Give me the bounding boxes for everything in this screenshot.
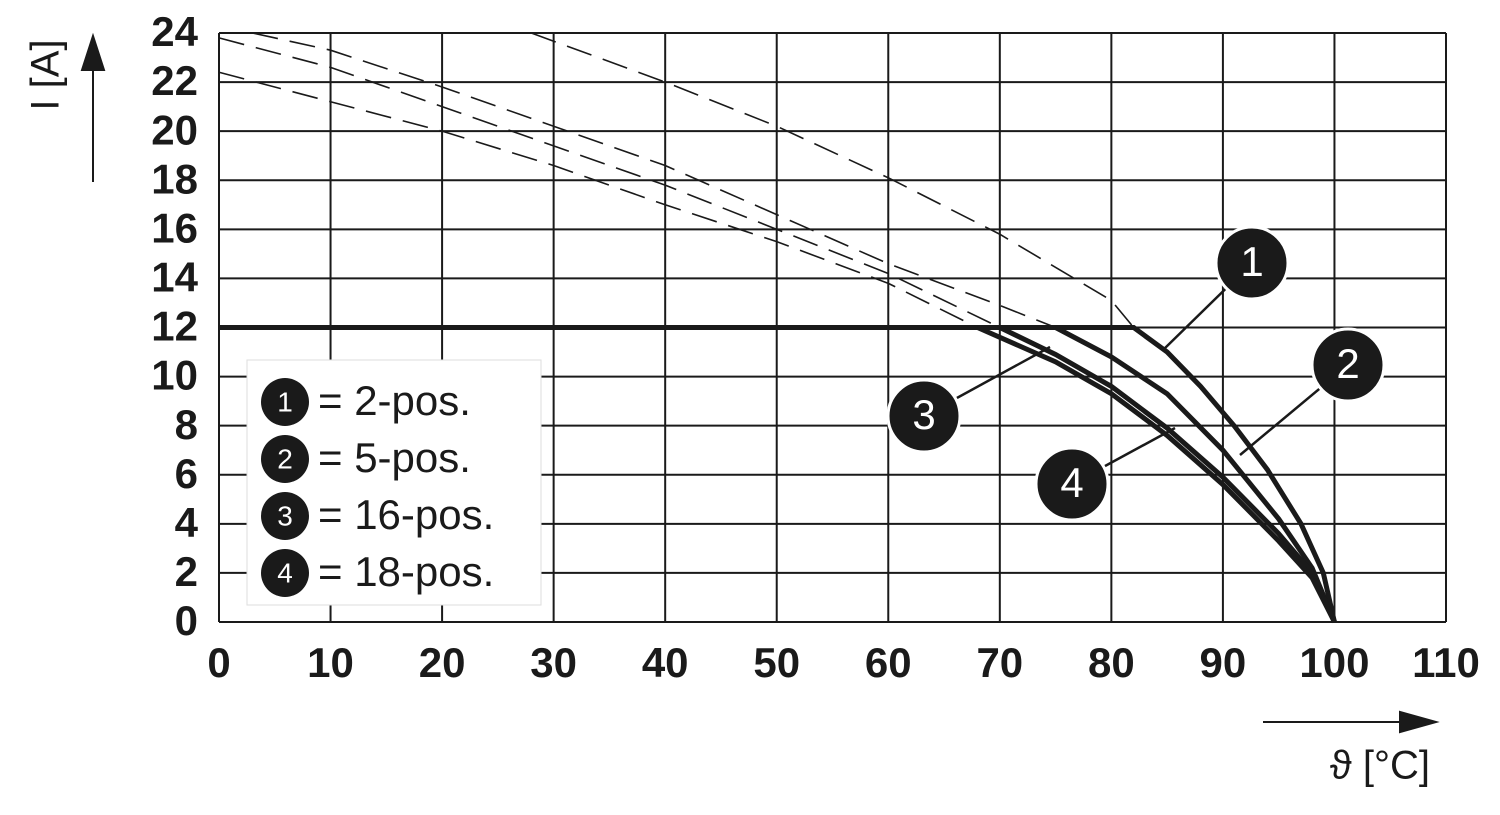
callout-label: 3 <box>912 391 935 438</box>
callout-label: 2 <box>1336 340 1359 387</box>
callout-circle <box>1214 225 1290 301</box>
x-axis-arrow <box>1263 710 1440 734</box>
x-tick-label: 70 <box>976 639 1023 686</box>
y-tick-label: 10 <box>151 352 198 399</box>
x-tick-label: 20 <box>419 639 466 686</box>
legend-marker <box>261 435 309 483</box>
callout-circle <box>1034 446 1110 522</box>
curve <box>219 325 1337 623</box>
x-tick-label: 90 <box>1200 639 1247 686</box>
legend-marker-label: 3 <box>277 500 293 531</box>
x-tick-label: 50 <box>753 639 800 686</box>
x-tick-label: 40 <box>642 639 689 686</box>
x-tick-label: 80 <box>1088 639 1135 686</box>
curve <box>976 325 1337 624</box>
y-tick-label: 14 <box>151 254 198 301</box>
y-tick-label: 12 <box>151 303 198 350</box>
y-tick-label: 18 <box>151 155 198 202</box>
legend-marker-label: 2 <box>277 443 293 474</box>
curve <box>1054 325 1337 623</box>
x-tick-label: 100 <box>1299 639 1369 686</box>
y-tick-label: 0 <box>175 597 198 644</box>
x-tick-label: 110 <box>1412 639 1480 686</box>
callout-circle <box>886 378 962 454</box>
x-axis-label: ϑ [°C] <box>1330 744 1430 788</box>
y-axis-label: I [A] <box>24 39 68 110</box>
curve <box>998 325 1337 624</box>
x-tick-label: 10 <box>307 639 354 686</box>
dashed-curve <box>218 37 1001 329</box>
dashed-curve <box>218 71 978 329</box>
x-tick-label: 0 <box>207 639 230 686</box>
callout-label: 1 <box>1240 238 1263 285</box>
callout-label: 4 <box>1060 459 1083 506</box>
dashed-curve <box>252 32 1056 329</box>
y-tick-label: 24 <box>151 8 198 55</box>
dashed-curve <box>531 32 1135 329</box>
y-tick-label: 16 <box>151 204 198 251</box>
legend-label: = 2-pos. <box>318 377 471 424</box>
legend-marker-label: 4 <box>277 557 293 588</box>
legend-marker <box>261 549 309 597</box>
legend-label: = 16-pos. <box>318 491 494 538</box>
callout-circle <box>1310 327 1386 403</box>
x-tick-label: 30 <box>530 639 577 686</box>
y-tick-label: 22 <box>151 57 198 104</box>
y-tick-label: 8 <box>175 401 198 448</box>
y-tick-label: 6 <box>175 450 198 497</box>
legend-marker-label: 1 <box>277 386 293 417</box>
y-axis-arrow <box>80 32 106 182</box>
legend-label: = 18-pos. <box>318 548 494 595</box>
legend-label: = 5-pos. <box>318 434 471 481</box>
y-tick-label: 4 <box>175 499 199 546</box>
legend-marker <box>261 492 309 540</box>
x-tick-label: 60 <box>865 639 912 686</box>
y-tick-label: 20 <box>151 106 198 153</box>
legend-marker <box>261 378 309 426</box>
y-tick-label: 2 <box>175 548 198 595</box>
